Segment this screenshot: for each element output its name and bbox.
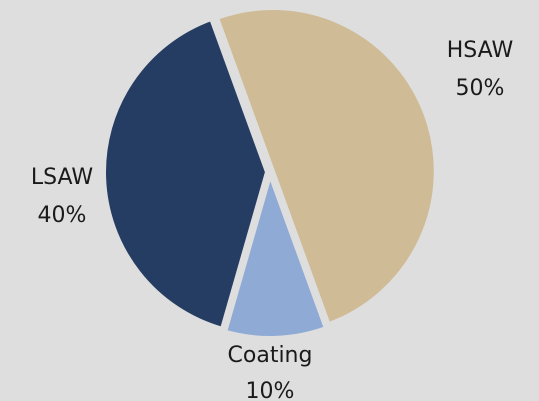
pie-slice-coating <box>223 172 328 340</box>
pie-slice-lsaw <box>102 16 270 331</box>
slice-value-coating: 10% <box>246 379 295 401</box>
slice-value-lsaw: 40% <box>38 203 87 228</box>
slice-value-hsaw: 50% <box>456 76 505 101</box>
slice-label-coating: Coating <box>228 343 313 368</box>
slice-label-hsaw: HSAW <box>447 38 514 63</box>
slice-label-lsaw: LSAW <box>31 165 93 190</box>
pie-slice-hsaw <box>215 6 438 327</box>
